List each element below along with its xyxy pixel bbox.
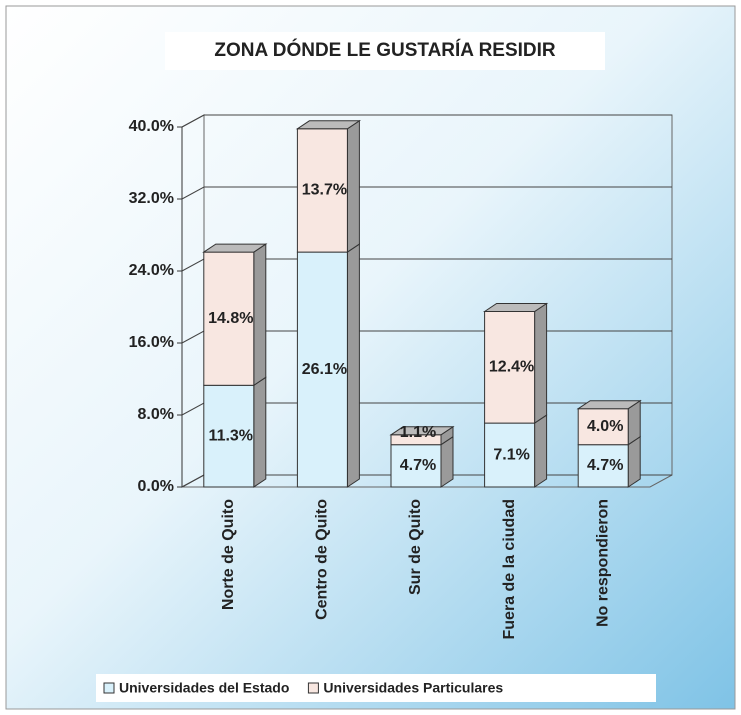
y-tick-label: 40.0% [129, 118, 174, 135]
grid-line [181, 186, 672, 200]
legend-swatch [307, 682, 319, 694]
y-tick-label: 8.0% [138, 406, 174, 423]
bar [203, 251, 255, 386]
data-label: 12.4% [489, 359, 534, 376]
data-label: 4.7% [587, 457, 623, 474]
bar [577, 408, 629, 446]
chart-frame [5, 5, 736, 710]
bar-side [440, 435, 454, 488]
data-label: 4.7% [400, 457, 436, 474]
legend-label: Universidades Particulares [323, 680, 503, 696]
data-label: 1.1% [400, 424, 436, 441]
bar-side [534, 414, 548, 488]
bar [577, 444, 629, 488]
legend-swatch [103, 682, 115, 694]
bar-side [346, 243, 360, 488]
data-label: 14.8% [208, 310, 253, 327]
x-tick-label: Centro de Quito [314, 499, 331, 620]
x-tick-label: Sur de Quito [407, 499, 424, 595]
data-label: 11.3% [209, 427, 253, 444]
bar-top [576, 400, 642, 410]
grid-line [181, 114, 672, 128]
title-box [165, 32, 605, 70]
bar-side [534, 302, 548, 425]
bar-top [202, 243, 268, 253]
bar [484, 422, 536, 488]
bar-top [295, 120, 362, 130]
bar [203, 384, 255, 488]
bar [296, 251, 348, 488]
legend-box [96, 674, 656, 702]
bar-side [627, 435, 641, 488]
y-tick-label: 16.0% [129, 334, 174, 351]
x-tick-label: No respondieron [594, 499, 611, 627]
bar-side [253, 376, 267, 488]
bar-side [253, 243, 267, 387]
y-tick-label: 24.0% [129, 262, 174, 279]
bar-top [482, 303, 549, 312]
x-tick-label: Fuera de la ciudad [501, 499, 518, 639]
bar-top [389, 426, 455, 436]
x-tick-label: Norte de Quito [220, 499, 237, 610]
data-label: 7.1% [493, 446, 529, 463]
y-tick-label: 32.0% [129, 190, 174, 207]
bar [484, 311, 536, 424]
legend-label: Universidades del Estado [119, 680, 289, 696]
bar [390, 444, 442, 488]
y-tick-label: 0.0% [138, 478, 174, 495]
data-label: 13.7% [302, 182, 347, 199]
data-label: 4.0% [587, 418, 623, 435]
chart-title: ZONA DÓNDE LE GUSTARÍA RESIDIR [214, 39, 556, 61]
data-label: 26.1% [302, 361, 347, 378]
bar-side [346, 119, 360, 254]
